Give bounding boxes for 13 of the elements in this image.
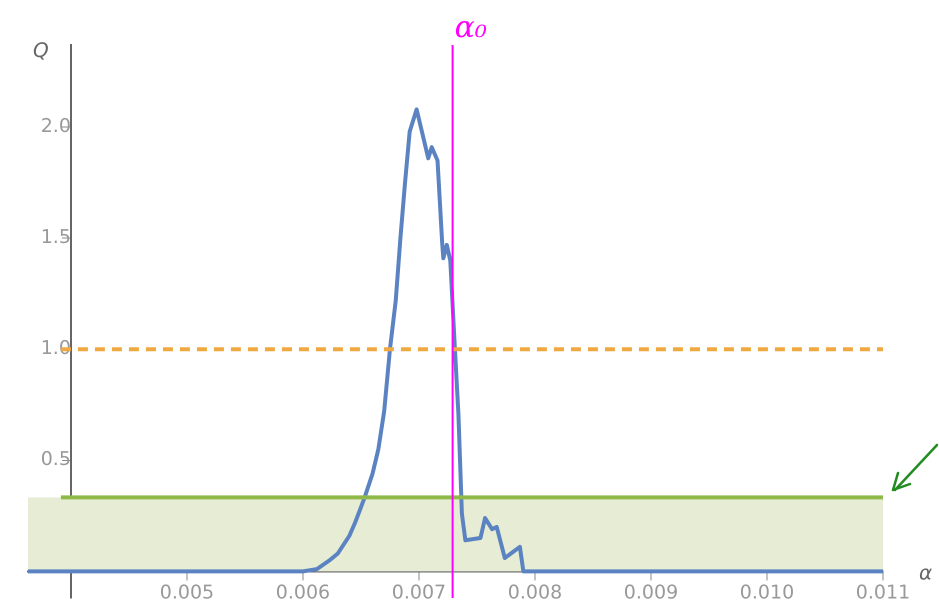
y-tick-label: 1.5 (40, 226, 71, 248)
x-tick-label: 0.010 (740, 582, 794, 604)
y-tick-label: 2.0 (40, 115, 71, 138)
x-tick-label: 0.011 (856, 582, 910, 604)
x-tick-label: 0.006 (276, 582, 330, 604)
x-tick-label: 0.009 (624, 582, 678, 604)
ref-line-label: α₀ (454, 10, 487, 45)
x-tick-label: 0.008 (508, 582, 562, 604)
y-axis-title: Q (33, 38, 49, 62)
x-axis-title: α (919, 560, 932, 584)
x-tick-label: 0.007 (392, 582, 446, 604)
y-tick-label: 0.5 (40, 448, 71, 470)
x-tick-label: 0.005 (160, 582, 214, 604)
